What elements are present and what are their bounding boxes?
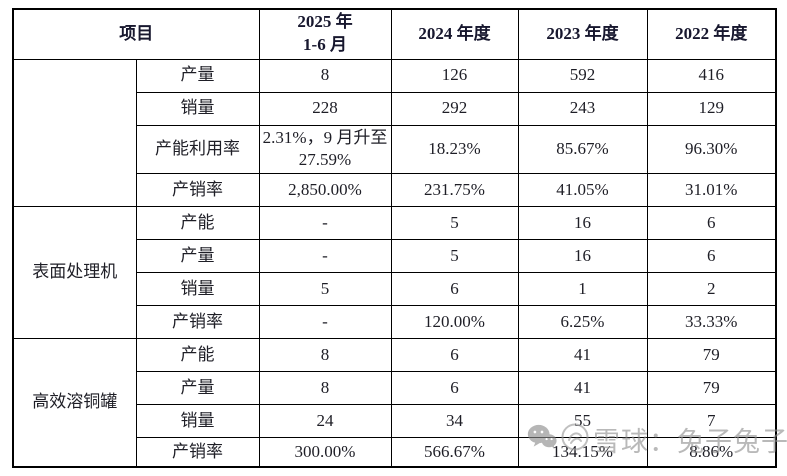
value-cell: 416 xyxy=(646,58,777,93)
table-row: 高效溶铜罐 产能 8 6 41 79 xyxy=(12,338,777,468)
value-cell: 8.86% xyxy=(646,437,777,468)
value-cell: 31.01% xyxy=(646,173,777,208)
metric-cell: 产量 xyxy=(135,58,260,93)
value-cell: 8 xyxy=(258,338,392,373)
value-cell: 18.23% xyxy=(390,124,519,175)
table-row: 销量 228 292 243 129 xyxy=(13,91,777,126)
header-cell-item: 项目 xyxy=(12,8,260,60)
value-cell: 2,850.00% xyxy=(258,173,392,208)
metric-cell: 产销率 xyxy=(135,437,260,468)
header-cell-2023: 2023 年度 xyxy=(517,8,648,60)
value-cell: 6.25% xyxy=(517,305,648,340)
header-row: 项目 2025 年 1-6 月 2024 年度 2023 年度 2022 年度 xyxy=(12,8,777,60)
value-cell: 79 xyxy=(646,371,777,406)
value-cell: 292 xyxy=(390,91,519,126)
group-cell-surface-treatment-machine: 表面处理机 xyxy=(12,206,137,340)
metric-cell: 产量 xyxy=(135,239,260,274)
metric-cell: 产销率 xyxy=(135,173,260,208)
metric-cell: 产销率 xyxy=(135,305,260,340)
value-cell: 41 xyxy=(517,371,648,406)
table-row: 产销率 - 120.00% 6.25% 33.33% xyxy=(13,305,777,340)
value-cell: 228 xyxy=(258,91,392,126)
value-cell: 79 xyxy=(646,338,777,373)
table-row: 产销率 300.00% 566.67% 134.15% 8.86% xyxy=(13,437,777,468)
value-cell: 6 xyxy=(646,206,777,241)
value-cell: 134.15% xyxy=(517,437,648,468)
value-cell: 300.00% xyxy=(258,437,392,468)
value-cell: 6 xyxy=(646,239,777,274)
value-cell: 41 xyxy=(517,338,648,373)
header-cell-2025: 2025 年 1-6 月 xyxy=(258,8,392,60)
value-cell: 24 xyxy=(258,404,392,439)
metric-cell: 产能 xyxy=(135,338,260,373)
value-cell: 6 xyxy=(390,338,519,373)
metric-cell: 销量 xyxy=(135,404,260,439)
value-cell: 6 xyxy=(390,272,519,307)
value-cell: 41.05% xyxy=(517,173,648,208)
value-cell: - xyxy=(258,206,392,241)
table-row: 表面处理机 产能 - 5 16 6 xyxy=(12,206,777,340)
value-cell: 2 xyxy=(646,272,777,307)
value-cell: 34 xyxy=(390,404,519,439)
metric-cell: 销量 xyxy=(135,272,260,307)
group-cell-copper-dissolving-tank: 高效溶铜罐 xyxy=(12,338,137,468)
value-cell: 7 xyxy=(646,404,777,439)
value-cell: 129 xyxy=(646,91,777,126)
value-cell: 85.67% xyxy=(517,124,648,175)
table-row: 产量 8 126 592 416 xyxy=(12,58,777,208)
value-cell: 5 xyxy=(390,206,519,241)
metric-cell: 销量 xyxy=(135,91,260,126)
value-cell: 1 xyxy=(517,272,648,307)
group-cell-blank xyxy=(12,58,137,208)
production-sales-table: 项目 2025 年 1-6 月 2024 年度 2023 年度 2022 年度 … xyxy=(12,8,777,468)
value-cell: 126 xyxy=(390,58,519,93)
table-row: 销量 24 34 55 7 xyxy=(13,404,777,439)
header-cell-2022: 2022 年度 xyxy=(646,8,777,60)
header-cell-2024: 2024 年度 xyxy=(390,8,519,60)
metric-cell: 产能 xyxy=(135,206,260,241)
value-cell: 16 xyxy=(517,239,648,274)
value-cell: 5 xyxy=(258,272,392,307)
value-cell: 231.75% xyxy=(390,173,519,208)
metric-cell: 产能利用率 xyxy=(135,124,260,175)
value-cell: 243 xyxy=(517,91,648,126)
value-cell: 96.30% xyxy=(646,124,777,175)
value-cell: - xyxy=(258,305,392,340)
value-cell: 120.00% xyxy=(390,305,519,340)
value-cell: 2.31%，9 月升至 27.59% xyxy=(258,124,392,175)
value-cell: 8 xyxy=(258,58,392,93)
metric-cell: 产量 xyxy=(135,371,260,406)
value-cell: 5 xyxy=(390,239,519,274)
value-cell: 6 xyxy=(390,371,519,406)
value-cell: 55 xyxy=(517,404,648,439)
value-cell: - xyxy=(258,239,392,274)
value-cell: 16 xyxy=(517,206,648,241)
value-cell: 592 xyxy=(517,58,648,93)
value-cell: 8 xyxy=(258,371,392,406)
value-cell: 33.33% xyxy=(646,305,777,340)
value-cell: 566.67% xyxy=(390,437,519,468)
